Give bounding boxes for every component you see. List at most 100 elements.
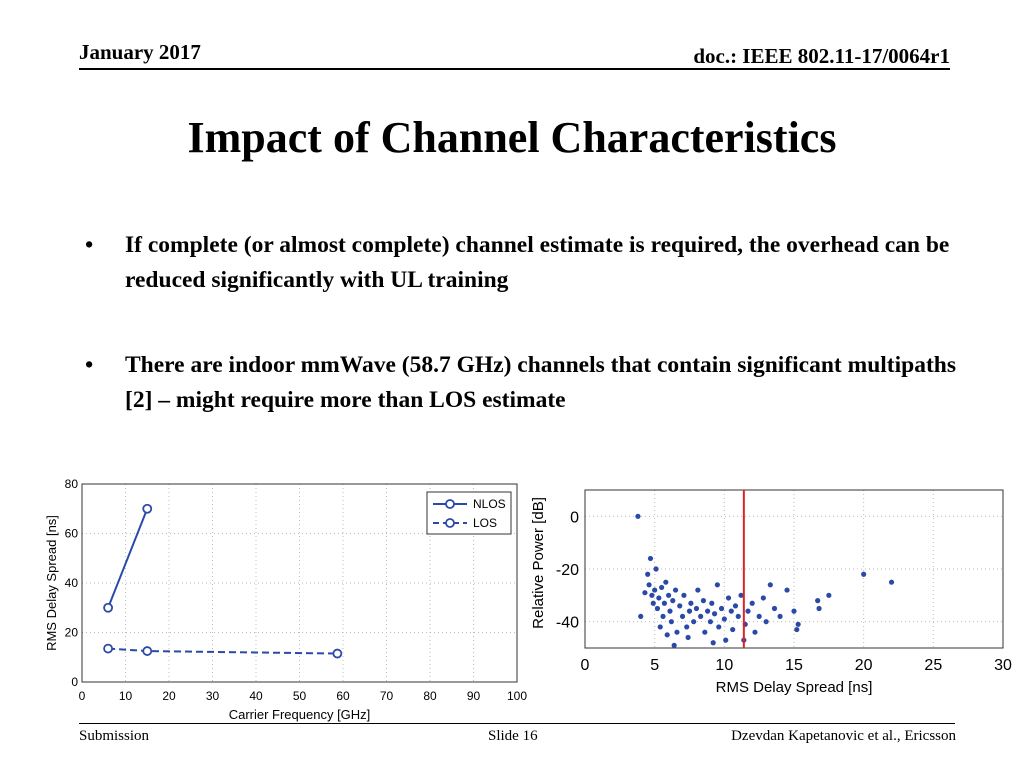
scatter-point [671,642,677,648]
scatter-point [784,587,790,593]
x-tick-label: 30 [994,657,1012,674]
legend-marker-los [445,518,455,528]
data-point-nlos [142,503,153,514]
scatter-point [816,605,822,612]
legend-label: LOS [473,516,497,530]
scatter-point [794,626,800,633]
scatter-point [674,629,680,635]
y-tick-label: 20 [65,626,79,640]
footer-slide-number: Slide 16 [488,728,538,744]
scatter-point [635,513,641,519]
scatter-point [767,582,773,588]
scatter-point [664,632,670,638]
scatter-point [654,605,661,612]
scatter-point [652,587,658,593]
scatter-point [684,624,690,630]
x-tick-label: 50 [293,689,307,703]
x-tick-label: 20 [855,657,873,674]
x-axis-label: RMS Delay Spread [ns] [716,679,873,696]
scatter-point [749,600,755,606]
scatter-point [771,605,778,612]
scatter-point [826,592,832,598]
scatter-point [679,613,686,619]
scatter-point [681,592,687,598]
x-tick-label: 10 [119,689,133,703]
scatter-point [795,621,801,627]
y-axis-label: Relative Power [dB] [530,497,547,629]
scatter-point [705,608,711,614]
scatter-point [728,608,734,614]
scatter-point [645,571,651,577]
bullet-list: If complete (or almost complete) channel… [85,228,965,468]
y-tick-label: 0 [570,509,579,526]
scatter-point [653,566,659,572]
series-line-nlos [107,508,149,609]
x-tick-label: 15 [785,657,803,674]
header-divider [79,68,950,70]
scatter-point [732,603,739,609]
x-tick-label: 20 [162,689,176,703]
data-point-los [103,643,113,654]
x-tick-label: 30 [206,689,220,703]
footer-divider [79,723,955,724]
relative-power-vs-delay-spread-chart: 0 5 10 15 20 25 30 0 -20 -40 RMS Delay Spread [ns]… [530,489,1012,696]
scatter-point [752,629,758,635]
scatter-point [714,582,720,588]
bullet-item: There are indoor mmWave (58.7 GHz) chann… [85,348,965,418]
scatter-point [760,595,766,601]
scatter-point [657,624,663,630]
scatter-point [695,587,701,593]
delay-spread-vs-frequency-chart: 0 10 20 30 40 50 60 70 80 90 100 0 20 40 60 80 Carrier F… [44,477,527,722]
scatter-point [688,600,694,606]
scatter-point [777,613,783,619]
scatter-point [647,555,654,562]
scatter-point [686,608,693,614]
scatter-point [659,584,665,591]
scatter-point [661,600,668,606]
header-doc-id: doc.: IEEE 802.11-17/0064r1 [693,44,950,68]
scatter-point [738,592,744,598]
scatter-point [650,600,656,606]
footer-submission: Submission [79,728,150,744]
header-date: January 2017 [79,40,201,64]
y-tick-label: 60 [65,527,79,541]
x-tick-label: 5 [650,657,659,674]
scatter-point [710,640,716,646]
y-tick-label: -20 [556,562,579,579]
scatter-point [677,603,683,609]
scatter-point [716,624,722,630]
scatter-point [642,590,648,596]
scatter-point [861,571,867,577]
scatter-point [709,600,715,606]
scatter-point [763,619,769,625]
scatter-point [702,629,708,635]
x-tick-label: 90 [467,689,481,703]
plot-frame [81,483,518,683]
scatter-point [667,608,673,614]
scatter-point [711,611,718,617]
legend-box [426,491,512,535]
x-tick-label: 70 [380,689,394,703]
legend-label: NLOS [473,497,506,511]
scatter-point [656,595,662,601]
scatter-point [691,619,697,625]
scatter-point [721,616,727,622]
scatter-point [888,579,895,585]
scatter-point [638,613,644,619]
scatter-point [700,598,707,604]
scatter-point [672,587,679,593]
scatter-point [791,608,797,614]
y-axis-label: RMS Delay Spread [ns] [44,515,59,651]
scatter-point [666,592,672,598]
x-axis-label: Carrier Frequency [GHz] [229,707,371,722]
y-tick-label: -40 [556,615,579,632]
bullet-item: If complete (or almost complete) channel… [85,228,965,298]
scatter-point [735,613,741,619]
x-tick-label: 80 [423,689,437,703]
slide-title: Impact of Channel Characteristics [187,113,837,162]
scatter-point [660,613,666,619]
y-tick-label: 0 [71,675,78,689]
scatter-point [756,613,762,619]
scatter-point [693,605,700,612]
scatter-point [646,582,652,588]
